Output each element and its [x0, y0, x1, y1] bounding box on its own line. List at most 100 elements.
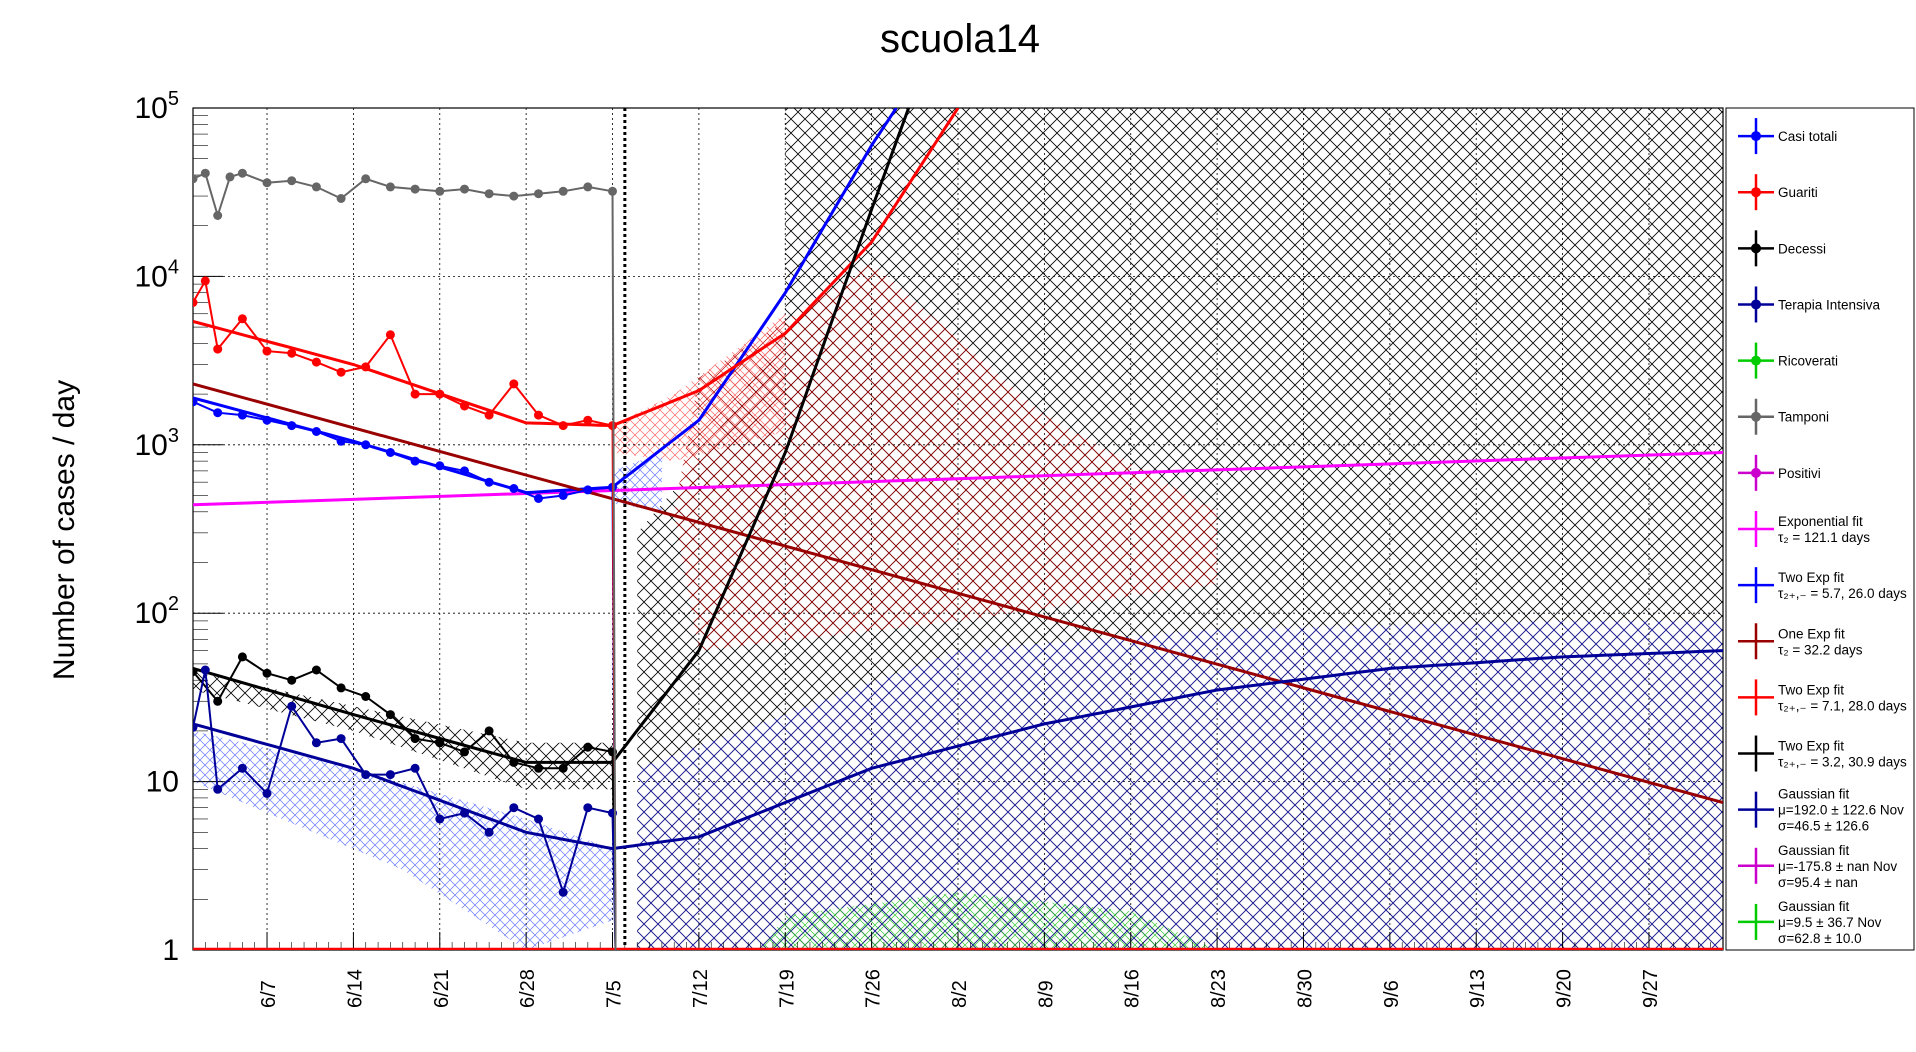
data-point: [484, 827, 494, 837]
data-point: [336, 194, 346, 203]
data-point: [213, 784, 223, 794]
red-data-band: [612, 313, 786, 462]
fit-curve-4: [193, 108, 911, 764]
data-point: [410, 456, 420, 466]
x-tick-label: 9/20: [1554, 969, 1576, 1008]
fit-curve-2: [193, 382, 1723, 805]
legend-label: Two Exp fit: [1778, 682, 1844, 697]
y-tick-label: 105: [135, 88, 180, 125]
legend-label: σ=62.8 ± 10.0: [1778, 931, 1862, 946]
legend-marker: [1751, 131, 1761, 142]
data-point: [213, 696, 223, 706]
black-data-band: [193, 671, 613, 790]
data-point: [509, 191, 519, 201]
series-line-1: [193, 278, 613, 427]
data-point: [287, 701, 297, 711]
data-point: [361, 174, 371, 184]
data-point: [262, 178, 272, 188]
data-point: [237, 763, 247, 773]
x-tick-label: 9/27: [1640, 969, 1662, 1008]
grid: [193, 108, 1723, 950]
legend-label: μ=-175.8 ± nan Nov: [1778, 859, 1897, 874]
legend-label: Guariti: [1778, 185, 1818, 200]
legend-label: τ₂ = 121.1 days: [1778, 530, 1870, 545]
legend-label: τ₂₊,₋ = 3.2, 30.9 days: [1778, 755, 1907, 770]
data-point: [558, 186, 568, 196]
x-tick-label: 6/21: [431, 969, 453, 1008]
data-point: [311, 738, 321, 748]
data-point: [460, 401, 469, 411]
legend-label: Two Exp fit: [1778, 739, 1844, 754]
legend-label: Gaussian fit: [1778, 843, 1850, 858]
data-point: [225, 172, 235, 182]
data-point: [213, 344, 223, 354]
x-tick-label: 8/30: [1294, 969, 1316, 1008]
data-point: [534, 494, 543, 503]
legend: Casi totali Guariti Decessi Terapia Intensi…: [1725, 107, 1915, 951]
x-tick-label: 8/9: [1035, 980, 1057, 1008]
legend-label: Terapia Intensiva: [1778, 297, 1881, 312]
legend-label: Positivi: [1778, 466, 1821, 481]
x-tick-label: 7/12: [690, 969, 712, 1008]
data-point: [558, 887, 568, 897]
legend-label: Exponential fit: [1778, 514, 1863, 529]
data-point: [534, 763, 543, 773]
data-point: [385, 710, 395, 720]
data-point: [193, 397, 198, 407]
data-point: [336, 367, 346, 377]
x-tick-label: 9/13: [1467, 969, 1489, 1008]
data-point: [237, 410, 247, 420]
legend-label: Two Exp fit: [1778, 570, 1844, 585]
legend-label: τ₂₊,₋ = 5.7, 26.0 days: [1778, 586, 1907, 601]
data-point: [262, 789, 272, 798]
data-point: [193, 174, 198, 184]
data-point: [193, 667, 198, 677]
legend-marker: [1751, 411, 1761, 422]
data-point: [311, 182, 321, 192]
data-point: [583, 182, 593, 192]
legend-marker: [1751, 243, 1761, 254]
legend-label: Gaussian fit: [1778, 899, 1850, 914]
data-point: [435, 461, 445, 471]
data-point: [509, 757, 519, 767]
data-point: [534, 814, 543, 824]
data-point: [385, 330, 395, 340]
legend-label: μ=9.5 ± 36.7 Nov: [1778, 915, 1882, 930]
legend-label: σ=46.5 ± 126.6: [1778, 819, 1869, 834]
data-point: [287, 176, 297, 186]
data-point: [200, 276, 210, 286]
blue-upper-band: [612, 452, 662, 512]
y-tick-label: 1: [162, 934, 179, 967]
data-point: [484, 726, 494, 736]
legend-label: τ₂ = 32.2 days: [1778, 642, 1863, 657]
data-point: [262, 415, 272, 425]
data-point: [460, 184, 469, 194]
data-point: [484, 410, 494, 420]
data-point: [287, 421, 297, 431]
data-point: [200, 168, 210, 178]
data-point: [262, 668, 272, 678]
data-point: [558, 421, 568, 431]
chart-title: scuola14: [880, 17, 1040, 61]
data-point: [435, 814, 445, 824]
data-point: [385, 448, 395, 457]
legend-marker: [1751, 467, 1761, 478]
data-point: [287, 675, 297, 685]
data-point: [237, 652, 247, 662]
blue-fit-band: [637, 620, 1723, 950]
series-layer: [193, 108, 1723, 950]
data-point: [558, 491, 568, 500]
y-tick-label: 103: [135, 425, 180, 462]
data-point: [410, 184, 420, 194]
series-drop-5: [611, 191, 617, 950]
data-point: [410, 734, 420, 744]
legend-label: One Exp fit: [1778, 626, 1845, 641]
y-axis-label: Number of cases / day: [48, 380, 81, 680]
fit-curve-0: [193, 451, 1723, 507]
y-tick-label: 104: [135, 256, 180, 293]
data-point: [435, 738, 445, 748]
data-point: [336, 683, 346, 693]
data-point: [410, 763, 420, 773]
series-line-5: [193, 171, 613, 219]
y-tick-label: 102: [135, 593, 180, 630]
